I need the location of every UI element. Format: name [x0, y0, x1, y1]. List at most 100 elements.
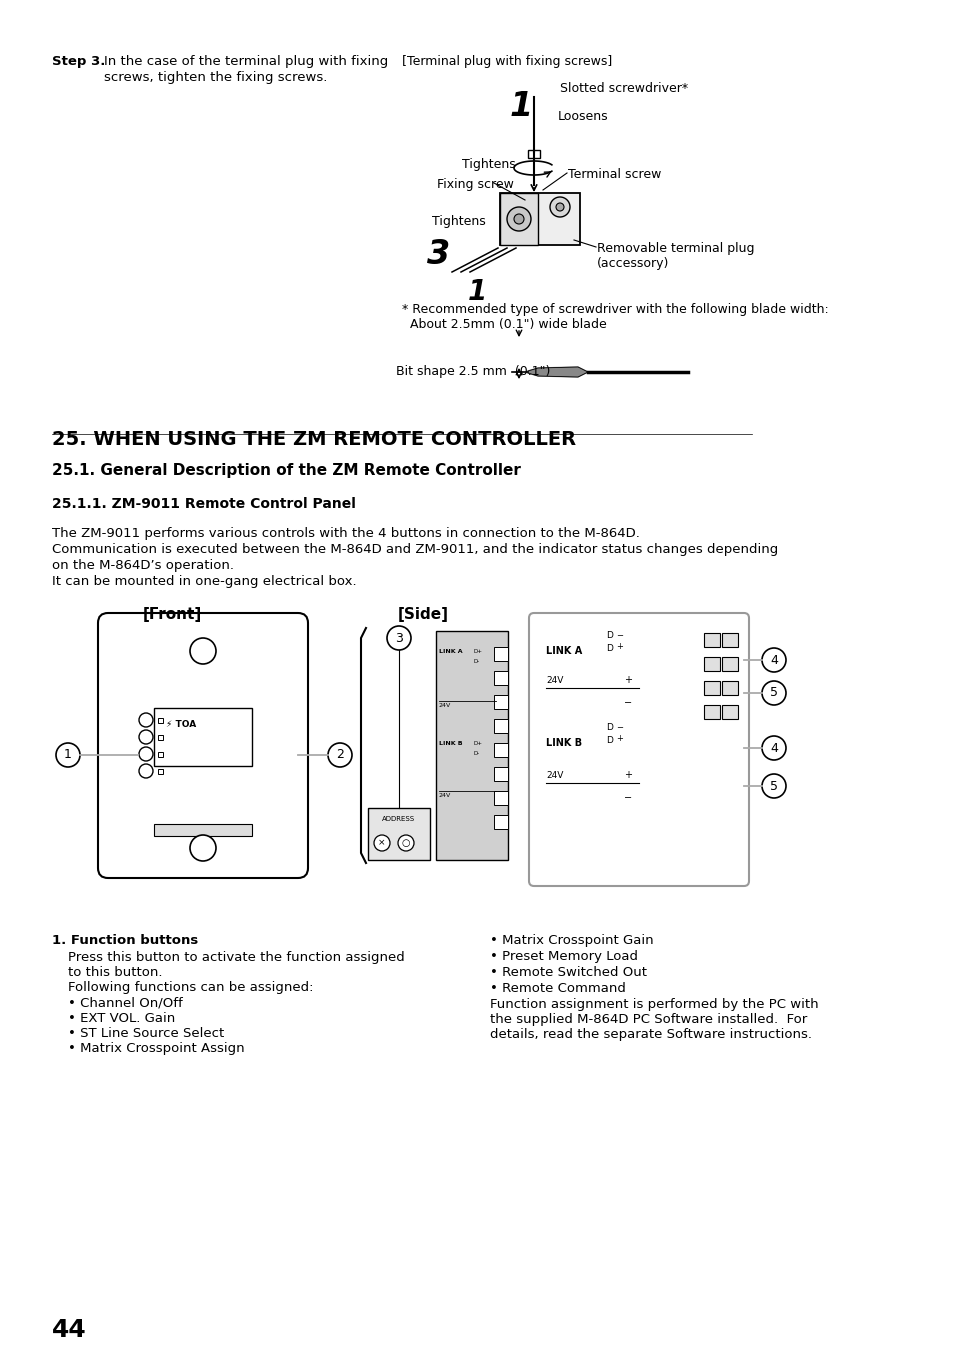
Text: 2: 2: [335, 748, 344, 761]
Circle shape: [761, 680, 785, 705]
Circle shape: [139, 713, 152, 728]
Bar: [494, 720, 507, 733]
Text: Bit shape 2.5 mm  (0.1"): Bit shape 2.5 mm (0.1"): [395, 364, 550, 378]
Circle shape: [190, 639, 215, 664]
Circle shape: [328, 743, 352, 767]
Circle shape: [387, 626, 411, 649]
Text: [Front]: [Front]: [143, 608, 202, 622]
Text: ⚡ TOA: ⚡ TOA: [166, 720, 196, 729]
Text: • Matrix Crosspoint Gain: • Matrix Crosspoint Gain: [490, 934, 653, 946]
Text: Press this button to activate the function assigned: Press this button to activate the functi…: [68, 950, 404, 964]
Bar: [721, 657, 738, 671]
Text: 24V: 24V: [438, 703, 451, 707]
Text: 5: 5: [769, 687, 778, 699]
Bar: [153, 707, 252, 765]
Bar: [703, 633, 720, 647]
Text: In the case of the terminal plug with fixing: In the case of the terminal plug with fi…: [104, 55, 388, 68]
Text: Step 3.: Step 3.: [52, 55, 105, 68]
Text: Fixing screw: Fixing screw: [436, 178, 514, 190]
Circle shape: [139, 764, 152, 778]
Text: • Remote Switched Out: • Remote Switched Out: [490, 967, 646, 979]
Text: D: D: [605, 724, 612, 732]
Text: D+: D+: [474, 741, 482, 747]
Text: Following functions can be assigned:: Following functions can be assigned:: [68, 981, 314, 994]
Text: on the M-864D’s operation.: on the M-864D’s operation.: [52, 559, 233, 572]
Circle shape: [761, 774, 785, 798]
Polygon shape: [527, 367, 587, 377]
FancyBboxPatch shape: [529, 613, 748, 886]
Text: −: −: [616, 724, 622, 732]
Text: 24V: 24V: [438, 792, 451, 798]
Text: Slotted screwdriver*: Slotted screwdriver*: [559, 82, 687, 94]
Text: [Side]: [Side]: [397, 608, 449, 622]
Text: −: −: [623, 792, 632, 803]
Text: 1: 1: [64, 748, 71, 761]
Text: 25.1. General Description of the ZM Remote Controller: 25.1. General Description of the ZM Remo…: [52, 463, 520, 478]
Text: ADDRESS: ADDRESS: [382, 815, 416, 822]
Bar: [436, 630, 507, 860]
Text: 44: 44: [52, 1318, 87, 1342]
Bar: [721, 705, 738, 720]
Text: (accessory): (accessory): [597, 256, 669, 270]
Text: • Matrix Crosspoint Assign: • Matrix Crosspoint Assign: [68, 1042, 244, 1054]
Text: +: +: [623, 675, 631, 684]
Text: 4: 4: [769, 741, 777, 755]
Text: Function assignment is performed by the PC with: Function assignment is performed by the …: [490, 998, 818, 1011]
Text: Removable terminal plug: Removable terminal plug: [597, 242, 754, 255]
Text: LINK A: LINK A: [545, 647, 581, 656]
Text: Loosens: Loosens: [558, 109, 608, 123]
Text: * Recommended type of screwdriver with the following blade width:: * Recommended type of screwdriver with t…: [401, 302, 828, 316]
Bar: [158, 769, 163, 774]
Text: ○: ○: [401, 838, 410, 848]
Text: −: −: [623, 698, 632, 707]
Text: +: +: [616, 734, 622, 743]
Text: to this button.: to this button.: [68, 967, 162, 979]
Text: • Channel On/Off: • Channel On/Off: [68, 998, 183, 1010]
Text: screws, tighten the fixing screws.: screws, tighten the fixing screws.: [104, 72, 327, 84]
Circle shape: [190, 836, 215, 861]
Text: 24V: 24V: [545, 676, 563, 684]
Text: 3: 3: [427, 238, 450, 271]
Bar: [494, 767, 507, 782]
Text: The ZM-9011 performs various controls with the 4 buttons in connection to the M-: The ZM-9011 performs various controls wi…: [52, 526, 639, 540]
Text: • Remote Command: • Remote Command: [490, 981, 625, 995]
Bar: [499, 193, 579, 244]
Circle shape: [514, 215, 523, 224]
Text: 3: 3: [395, 632, 402, 644]
FancyBboxPatch shape: [98, 613, 308, 878]
Text: D+: D+: [474, 649, 482, 653]
Text: ×: ×: [377, 838, 385, 848]
Text: Tightens: Tightens: [432, 215, 485, 228]
Text: • EXT VOL. Gain: • EXT VOL. Gain: [68, 1012, 175, 1025]
Bar: [158, 734, 163, 740]
Bar: [703, 705, 720, 720]
Bar: [494, 647, 507, 662]
Text: 25.1.1. ZM-9011 Remote Control Panel: 25.1.1. ZM-9011 Remote Control Panel: [52, 497, 355, 512]
Bar: [499, 193, 537, 244]
Bar: [703, 680, 720, 695]
Text: LINK B: LINK B: [438, 741, 462, 747]
Circle shape: [761, 736, 785, 760]
Text: 1. Function buttons: 1. Function buttons: [52, 934, 198, 946]
Text: D: D: [605, 630, 612, 640]
Bar: [527, 150, 539, 158]
Bar: [158, 752, 163, 757]
Bar: [494, 815, 507, 829]
Text: 1: 1: [510, 90, 533, 123]
Text: Terminal screw: Terminal screw: [567, 167, 660, 181]
Circle shape: [139, 730, 152, 744]
Text: 5: 5: [769, 779, 778, 792]
Text: −: −: [616, 630, 622, 640]
Circle shape: [556, 202, 563, 211]
Bar: [153, 824, 252, 836]
Text: 24V: 24V: [545, 771, 563, 780]
Text: LINK B: LINK B: [545, 738, 581, 748]
Bar: [721, 633, 738, 647]
Text: 25. WHEN USING THE ZM REMOTE CONTROLLER: 25. WHEN USING THE ZM REMOTE CONTROLLER: [52, 431, 576, 450]
Text: Tightens: Tightens: [461, 158, 516, 171]
Bar: [494, 791, 507, 805]
Text: • Preset Memory Load: • Preset Memory Load: [490, 950, 638, 963]
Text: D-: D-: [474, 751, 479, 756]
Text: [Terminal plug with fixing screws]: [Terminal plug with fixing screws]: [401, 55, 612, 68]
Text: 4: 4: [769, 653, 777, 667]
